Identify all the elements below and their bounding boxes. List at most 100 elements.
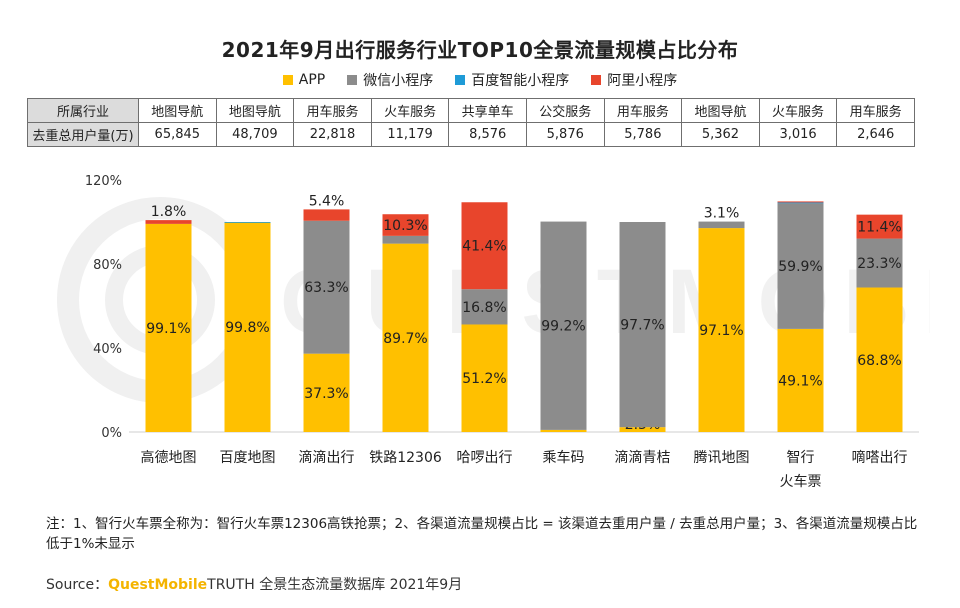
- bar-segment: [303, 209, 350, 221]
- data-label: 99.1%: [146, 321, 190, 337]
- stacked-bar-chart: 0% 40% 80% 120% 99.1% 1.8% 高德地图 99.8% 百度地图 37.3% 6…: [85, 174, 919, 490]
- industry-cell: 地图导航: [215, 98, 295, 123]
- data-label: 99.8%: [225, 320, 269, 336]
- industry-cell: 用车服务: [836, 98, 915, 123]
- industry-row: 所属行业 地图导航 地图导航 用车服务 火车服务 共享单车 公交服务 用车服务 …: [27, 98, 915, 123]
- bar-segment: [856, 214, 903, 239]
- data-label: 10.3%: [383, 218, 427, 234]
- source-prefix: Source：: [46, 577, 109, 593]
- bar-segment: [461, 324, 508, 432]
- bar-segment: [777, 201, 824, 203]
- users-cell: 3,016: [758, 122, 838, 147]
- y-tick-label: 0%: [101, 426, 122, 441]
- data-label: 59.9%: [778, 259, 822, 275]
- footnote: 注：1、智行火车票全称为：智行火车票12306高铁抢票；2、各渠道流量规模占比 …: [46, 516, 918, 552]
- legend-swatch-wechat: [347, 75, 358, 85]
- legend-label-alipay: 阿里小程序: [607, 73, 678, 89]
- bar-segment: [224, 222, 271, 223]
- users-cell: 11,179: [370, 122, 450, 147]
- y-tick-label: 40%: [93, 342, 122, 357]
- data-label: 63.3%: [304, 280, 348, 296]
- chart-title: 2021年9月出行服务行业TOP10全景流量规模占比分布: [221, 38, 739, 62]
- industry-cell: 地图导航: [138, 98, 217, 123]
- users-cell: 8,576: [448, 122, 527, 147]
- y-tick-label: 80%: [93, 258, 122, 273]
- industry-row-header: 所属行业: [27, 98, 139, 123]
- bar-segment: [698, 228, 745, 432]
- bar-segment: [856, 287, 903, 432]
- data-label: 37.3%: [304, 386, 348, 402]
- industry-cell: 用车服务: [603, 98, 683, 123]
- bar-segment: [777, 328, 824, 432]
- data-label: 51.2%: [462, 371, 506, 387]
- data-label: 49.1%: [778, 373, 822, 389]
- source-line: Source：QuestMobileTRUTH 全景生态流量数据库 2021年9…: [46, 574, 462, 594]
- legend-label-baidu: 百度智能小程序: [471, 73, 570, 89]
- data-label: 41.4%: [462, 239, 506, 255]
- users-cell: 5,786: [603, 122, 683, 147]
- x-category-label: 铁路12306: [369, 450, 442, 466]
- legend-swatch-app: [282, 75, 293, 85]
- bar-segment: [461, 202, 508, 290]
- legend-item-wechat: 微信小程序: [347, 70, 433, 90]
- users-cell: 22,818: [293, 122, 372, 147]
- bar-segment: [698, 221, 745, 229]
- data-label: 89.7%: [383, 331, 427, 347]
- bar-segment: [461, 289, 508, 325]
- industry-cell: 火车服务: [758, 98, 838, 123]
- bar-segment: [540, 221, 587, 430]
- bar-segment: [303, 353, 350, 432]
- users-cell: 65,845: [138, 122, 217, 147]
- data-label: 5.4%: [309, 193, 345, 209]
- legend-item-alipay: 阿里小程序: [591, 70, 677, 90]
- data-label: 11.4%: [857, 220, 901, 236]
- x-category-label: 火车票: [780, 473, 822, 490]
- bar-segment: [382, 214, 429, 236]
- y-tick-label: 120%: [85, 174, 122, 189]
- bar-segment: [777, 203, 824, 329]
- legend-label-wechat: 微信小程序: [363, 73, 434, 89]
- x-category-label: 百度地图: [220, 450, 276, 466]
- industry-table: 所属行业 地图导航 地图导航 用车服务 火车服务 共享单车 公交服务 用车服务 …: [27, 98, 915, 147]
- x-category-label: 哈啰出行: [457, 450, 513, 466]
- industry-cell: 地图导航: [681, 98, 760, 123]
- x-category-label: 乘车码: [543, 449, 585, 466]
- bar-segment: [303, 220, 350, 354]
- x-category-label: 腾讯地图: [694, 449, 750, 466]
- data-label: 3.1%: [704, 206, 740, 222]
- legend-item-baidu: 百度智能小程序: [455, 70, 569, 90]
- data-label: 97.7%: [620, 318, 664, 334]
- bar-segment: [145, 223, 192, 432]
- legend: APP 微信小程序 百度智能小程序 阿里小程序: [0, 70, 960, 90]
- x-category-label: 嘀嗒出行: [852, 449, 908, 466]
- x-category-label: 滴滴青桔: [615, 449, 671, 466]
- data-label: 99.2%: [541, 319, 585, 335]
- source-brand: QuestMobile: [108, 577, 208, 593]
- bar-segment: [145, 220, 192, 224]
- data-label: 16.8%: [462, 300, 506, 316]
- data-label: 1.8%: [151, 204, 187, 220]
- bar-segment: [382, 243, 429, 432]
- users-cell: 48,709: [215, 122, 295, 147]
- bar-segment: [619, 222, 666, 428]
- legend-swatch-alipay: [591, 75, 602, 85]
- bar-segment: [224, 222, 271, 432]
- users-row: 去重总用户量(万) 65,845 48,709 22,818 11,179 8,…: [27, 122, 915, 147]
- data-label: 23.3%: [857, 256, 901, 272]
- source-suffix: TRUTH 全景生态流量数据库 2021年9月: [207, 577, 463, 593]
- bar-segment: [619, 427, 666, 432]
- bar-segment: [856, 238, 903, 288]
- legend-label-app: APP: [298, 72, 326, 88]
- data-label: 97.1%: [699, 323, 743, 339]
- legend-swatch-baidu: [455, 75, 466, 85]
- users-row-header: 去重总用户量(万): [27, 122, 139, 147]
- industry-cell: 用车服务: [293, 98, 372, 123]
- data-label: 68.8%: [857, 353, 901, 369]
- x-category-label: 高德地图: [141, 449, 197, 466]
- x-category-label: 滴滴出行: [299, 449, 355, 466]
- legend-item-app: APP: [282, 70, 326, 90]
- bar-segment: [540, 429, 587, 432]
- bar-segment: [777, 202, 824, 204]
- users-cell: 2,646: [836, 122, 915, 147]
- bar-segment: [382, 235, 429, 244]
